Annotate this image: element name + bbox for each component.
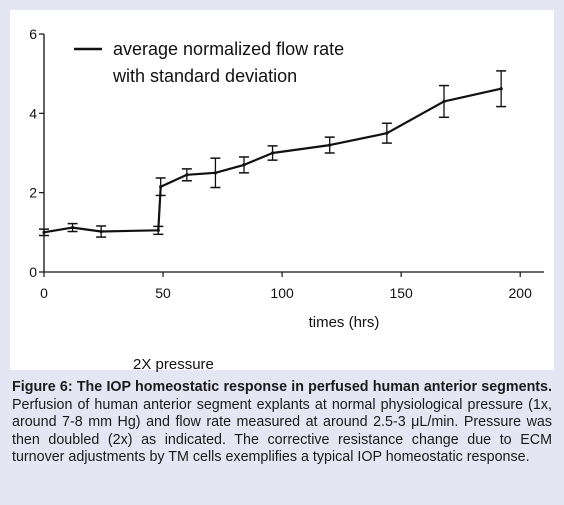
x-tick-label: 100 xyxy=(270,285,294,301)
flow-rate-chart: 0 2 4 6 0 50 100 150 200 average normalized flow… xyxy=(29,26,544,331)
pressure-note: 2X pressure xyxy=(133,356,214,373)
caption-body: Perfusion of human anterior segment expl… xyxy=(12,396,552,466)
chart-panel: 0 2 4 6 0 50 100 150 200 average normalized flow… xyxy=(10,10,554,373)
y-tick-label: 0 xyxy=(29,264,37,280)
x-tick-label: 150 xyxy=(389,285,413,301)
figure-caption: Figure 6: The IOP homeostatic response i… xyxy=(12,379,552,467)
data-point xyxy=(159,185,163,189)
y-tick-label: 2 xyxy=(29,185,37,201)
legend-label: average normalized flow rate xyxy=(113,39,344,59)
data-point xyxy=(70,225,75,230)
x-axis-title: times (hrs) xyxy=(309,314,380,331)
series-layer xyxy=(39,70,507,238)
data-point xyxy=(328,143,332,147)
x-tick-label: 200 xyxy=(509,285,533,301)
data-point xyxy=(242,163,246,167)
data-point xyxy=(185,173,189,177)
data-point xyxy=(270,151,275,155)
caption-heading: Figure 6: The IOP homeostatic response i… xyxy=(12,379,552,395)
data-point xyxy=(99,229,103,234)
data-point xyxy=(213,171,218,175)
data-point xyxy=(156,228,160,232)
y-tick-label: 6 xyxy=(29,26,37,42)
x-tick-label: 0 xyxy=(40,285,48,301)
data-point xyxy=(42,230,46,234)
y-tick-label: 4 xyxy=(29,105,37,121)
axes: 0 2 4 6 0 50 100 150 200 xyxy=(29,26,544,301)
legend: average normalized flow rate with standar… xyxy=(74,39,344,86)
data-point xyxy=(442,99,446,104)
data-point xyxy=(385,131,389,135)
data-point xyxy=(499,87,503,91)
x-tick-label: 50 xyxy=(155,285,171,301)
legend-label: with standard deviation xyxy=(112,66,297,86)
